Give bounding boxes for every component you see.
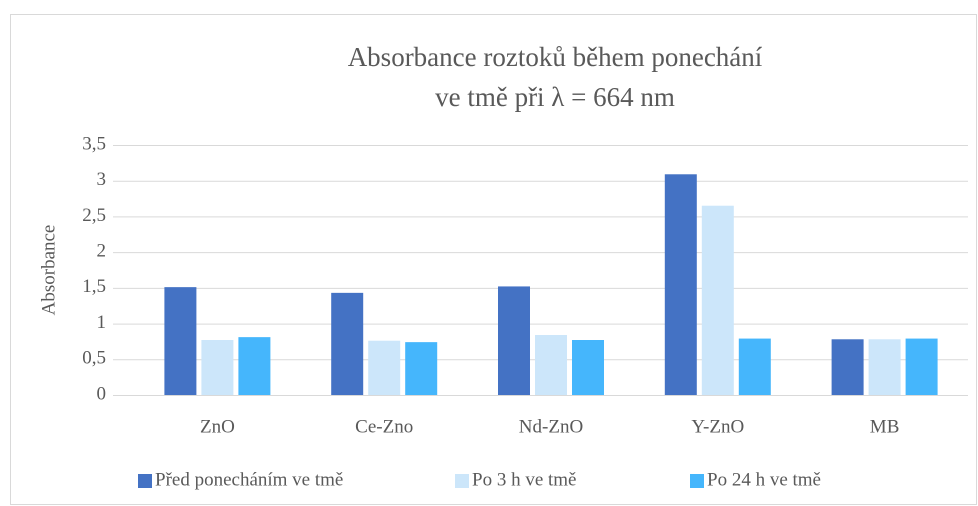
bar — [405, 342, 438, 395]
bar — [331, 292, 364, 395]
bar — [498, 286, 530, 395]
y-tick-label: 1,5 — [82, 276, 106, 297]
x-tick-label: MB — [870, 416, 900, 437]
legend-label: Po 24 h ve tmě — [707, 469, 821, 490]
bar — [572, 340, 604, 395]
y-tick-label: 1 — [97, 312, 107, 333]
y-tick-label: 0 — [97, 383, 107, 404]
y-tick-label: 2 — [97, 241, 107, 262]
bar — [664, 174, 697, 395]
y-tick-label: 0,5 — [82, 348, 106, 369]
y-tick-label: 3 — [97, 169, 107, 190]
legend-swatch — [138, 474, 152, 488]
bar — [868, 339, 901, 395]
y-axis-label: Absorbance — [38, 225, 59, 316]
bar — [831, 339, 864, 395]
x-tick-label: Y-ZnO — [691, 416, 744, 437]
bar — [368, 340, 401, 395]
bar — [738, 338, 771, 395]
legend-label: Před ponecháním ve tmě — [155, 469, 343, 490]
chart-title: ve tmě při λ = 664 nm — [435, 82, 675, 112]
x-tick-label: Nd-ZnO — [519, 416, 583, 437]
legend-label: Po 3 h ve tmě — [472, 469, 577, 490]
legend-swatch — [690, 474, 704, 488]
bar — [535, 335, 567, 395]
x-tick-label: ZnO — [200, 416, 235, 437]
chart-title: Absorbance roztoků během ponechání — [348, 42, 763, 72]
bar — [238, 337, 271, 395]
x-tick-label: Ce-Zno — [355, 416, 413, 437]
bar — [701, 205, 734, 395]
legend-swatch — [455, 474, 469, 488]
chart-border — [10, 14, 977, 505]
bar — [164, 287, 197, 395]
y-tick-label: 2,5 — [82, 205, 106, 226]
bar — [905, 338, 938, 395]
y-tick-label: 3,5 — [82, 133, 106, 154]
bar — [201, 340, 234, 395]
